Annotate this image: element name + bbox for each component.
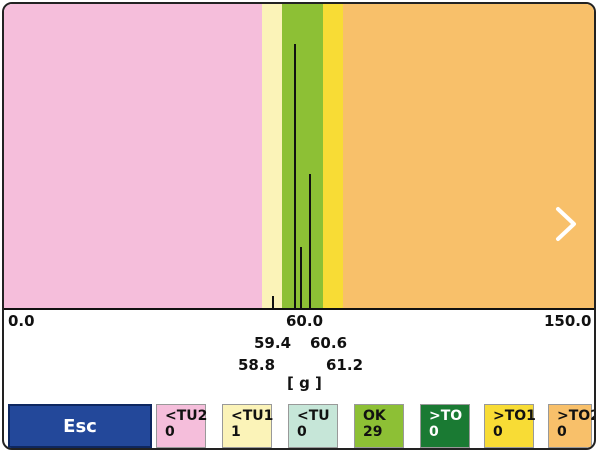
category-count: 0 bbox=[557, 424, 567, 440]
axis-max-label: 150.0 bbox=[544, 312, 592, 330]
tolerance-to2-label: 61.2 bbox=[326, 356, 364, 374]
category-count: 1 bbox=[231, 424, 241, 440]
chevron-right-icon bbox=[556, 207, 576, 241]
zone-tu1 bbox=[262, 4, 282, 308]
category-label: OK bbox=[363, 408, 386, 424]
category-count: 0 bbox=[493, 424, 503, 440]
tolerance-to1-label: 60.6 bbox=[310, 334, 348, 352]
category-label: >TO2 bbox=[557, 408, 596, 424]
histogram-bar bbox=[309, 174, 311, 308]
tolerance-tu2-label: 58.8 bbox=[238, 356, 276, 374]
zone-to2 bbox=[343, 4, 594, 308]
category-label: <TU2 bbox=[165, 408, 208, 424]
histogram-bar bbox=[294, 43, 296, 308]
axis-min-label: 0.0 bbox=[8, 312, 35, 330]
zone-ok bbox=[282, 4, 323, 308]
category-to-button[interactable]: >TO 0 bbox=[420, 404, 470, 448]
category-label: >TO bbox=[429, 408, 463, 424]
category-to2-button[interactable]: >TO2 0 bbox=[548, 404, 596, 448]
next-page-button[interactable] bbox=[550, 204, 580, 244]
category-count: 0 bbox=[165, 424, 175, 440]
category-count: 0 bbox=[429, 424, 439, 440]
bottom-button-bar: Esc <TU2 0 <TU1 1 <TU 0 OK 29 >TO 0 >TO1… bbox=[4, 402, 596, 448]
category-count: 0 bbox=[297, 424, 307, 440]
category-label: >TO1 bbox=[493, 408, 536, 424]
esc-button[interactable]: Esc bbox=[8, 404, 152, 448]
category-tu1-button[interactable]: <TU1 1 bbox=[222, 404, 274, 448]
histogram-bar bbox=[300, 247, 302, 308]
category-count: 29 bbox=[363, 424, 383, 440]
histogram-bar bbox=[272, 295, 274, 308]
category-tu-button[interactable]: <TU 0 bbox=[288, 404, 338, 448]
zone-to1 bbox=[323, 4, 343, 308]
category-to1-button[interactable]: >TO1 0 bbox=[484, 404, 536, 448]
zone-tu2 bbox=[4, 4, 262, 308]
checkweigher-screen: 0.0 60.0 150.0 59.4 60.6 58.8 61.2 [ g ]… bbox=[2, 2, 596, 450]
category-tu2-button[interactable]: <TU2 0 bbox=[156, 404, 208, 448]
weight-distribution-plot bbox=[4, 4, 594, 310]
axis-center-label: 60.0 bbox=[286, 312, 324, 330]
category-label: <TU1 bbox=[231, 408, 274, 424]
category-label: <TU bbox=[297, 408, 330, 424]
unit-label: [ g ] bbox=[287, 374, 322, 392]
tolerance-tu1-label: 59.4 bbox=[254, 334, 292, 352]
category-ok-button[interactable]: OK 29 bbox=[354, 404, 404, 448]
